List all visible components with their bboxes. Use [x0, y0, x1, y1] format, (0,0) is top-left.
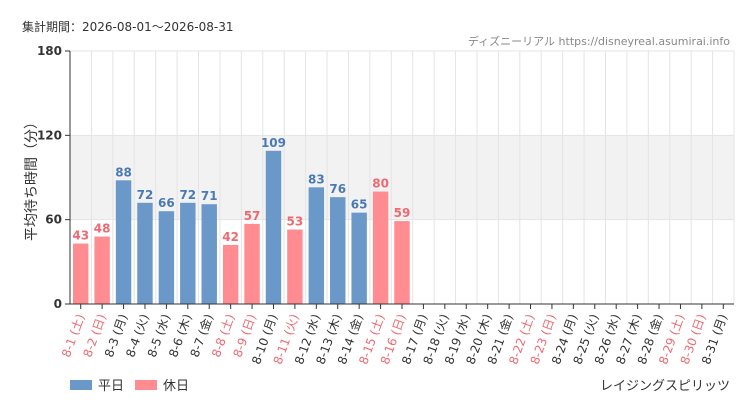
legend-label: 休日 [163, 379, 189, 394]
bar-value-label: 76 [329, 182, 346, 196]
bar-value-label: 65 [351, 198, 368, 212]
bar-value-label: 88 [115, 165, 132, 179]
bar [158, 211, 175, 304]
y-tick-label: 120 [37, 128, 62, 142]
bar [115, 180, 132, 304]
bar-value-label: 72 [179, 188, 196, 202]
bar-value-label: 57 [244, 209, 261, 223]
legend-swatch [70, 380, 92, 390]
bars: 43 48 88 72 66 72 71 42 57 109 53 83 76 65 80 59 [72, 136, 410, 304]
y-axis-label: 平均待ち時間（分） [24, 115, 40, 241]
y-tick-label: 180 [37, 44, 62, 58]
legend-swatch [135, 380, 157, 390]
grid-lines [69, 50, 735, 304]
bar-value-label: 66 [158, 196, 175, 210]
bar-value-label: 83 [308, 172, 325, 186]
y-tick-label: 60 [45, 213, 62, 227]
attraction-name: レイジングスピリッツ [600, 379, 730, 394]
bar-value-label: 42 [222, 230, 239, 244]
bar [330, 197, 346, 304]
bar [351, 212, 367, 304]
bar-value-label: 109 [261, 136, 286, 150]
bar [265, 150, 282, 304]
bar-value-label: 53 [287, 215, 304, 229]
bar [394, 221, 410, 304]
bar [201, 204, 217, 304]
legend-label: 平日 [98, 379, 124, 394]
bar-value-label: 80 [372, 177, 389, 191]
bar [308, 187, 325, 304]
bar-value-label: 59 [394, 206, 411, 220]
legend: 平日 休日 [70, 379, 189, 394]
y-tick-label: 0 [54, 297, 62, 311]
bar [244, 223, 260, 304]
bar [137, 202, 153, 304]
bar-value-label: 48 [94, 222, 111, 236]
bar [372, 191, 389, 304]
bar-value-label: 72 [137, 188, 154, 202]
bar [222, 244, 239, 304]
bar [94, 236, 110, 304]
bar-value-label: 71 [201, 189, 218, 203]
bar-value-label: 43 [72, 229, 89, 243]
bar [72, 243, 89, 304]
bar [287, 229, 303, 304]
site-credit: ディズニーリアル https://disneyreal.asumirai.inf… [468, 34, 730, 48]
bar [180, 202, 196, 304]
period-label: 集計期間：2026-08-01〜2026-08-31 [22, 19, 233, 34]
